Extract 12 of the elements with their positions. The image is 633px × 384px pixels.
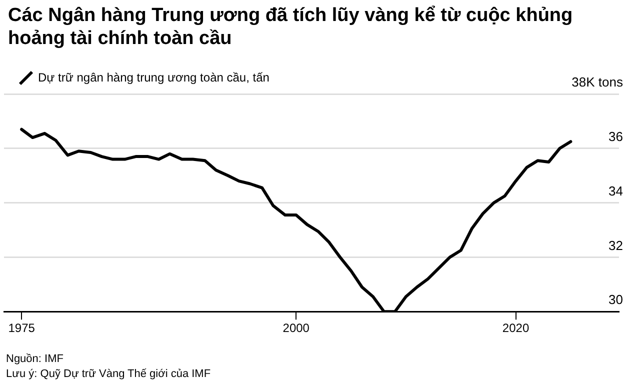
y-tick-label: 34 xyxy=(608,183,623,198)
x-tick-label: 2020 xyxy=(502,321,530,336)
y-tick-label: 30 xyxy=(608,292,623,308)
y-tick-label: 32 xyxy=(608,238,623,253)
text: Nguồn: IMF xyxy=(6,352,64,367)
x-tick-label: 2000 xyxy=(282,321,310,336)
x-tick-label: 1975 xyxy=(8,321,36,336)
y-tick-label: 38K tons xyxy=(572,74,624,90)
legend-label: Dự trữ ngân hàng trung ương toàn cầu, tấn xyxy=(38,70,270,84)
text: Lưu ý: Quỹ Dự trữ Vàng Thế giới của IMF xyxy=(6,367,212,382)
y-tick-label: 36 xyxy=(608,128,623,144)
chart-title: Các Ngân hàng Trung ương đã tích lũy vàng kể từ cuộc khủng hoảng tài chính toàn cầu xyxy=(7,4,574,51)
